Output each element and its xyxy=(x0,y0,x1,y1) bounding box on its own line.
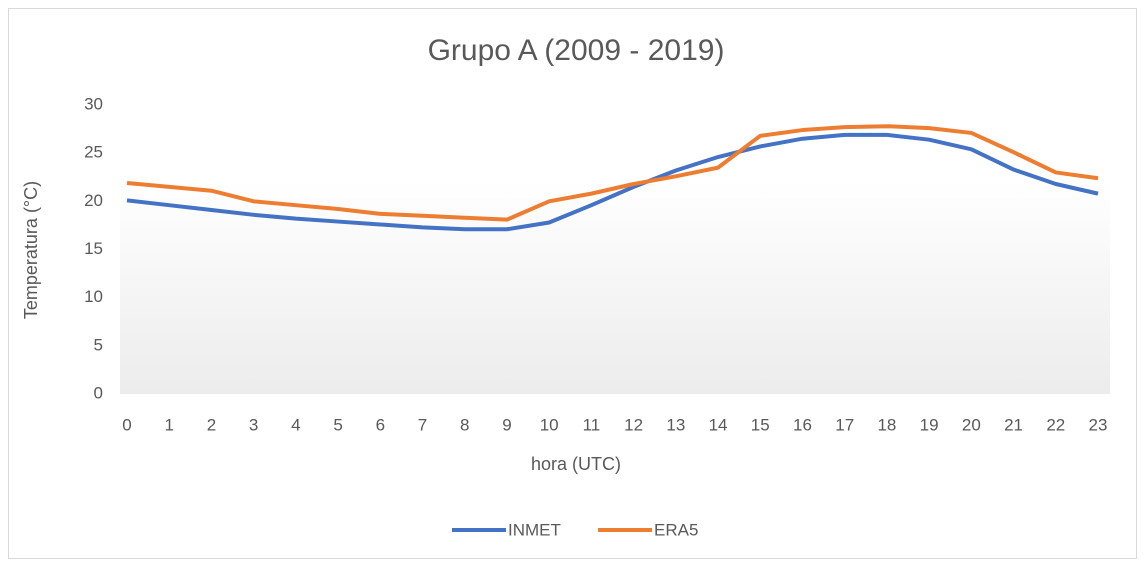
x-tick-label: 23 xyxy=(1089,415,1108,434)
x-tick-label: 7 xyxy=(418,415,427,434)
y-tick-label: 10 xyxy=(84,287,103,306)
x-tick-label: 1 xyxy=(164,415,173,434)
x-tick-label: 17 xyxy=(835,415,854,434)
x-tick-label: 21 xyxy=(1004,415,1023,434)
x-tick-label: 5 xyxy=(333,415,342,434)
x-tick-label: 14 xyxy=(709,415,728,434)
x-axis-label: hora (UTC) xyxy=(531,454,621,474)
y-axis-label: Temperatura (°C) xyxy=(21,181,41,319)
x-tick-label: 10 xyxy=(540,415,559,434)
y-tick-label: 25 xyxy=(84,143,103,162)
x-tick-label: 9 xyxy=(502,415,511,434)
x-tick-label: 15 xyxy=(751,415,770,434)
y-tick-label: 20 xyxy=(84,191,103,210)
x-tick-label: 22 xyxy=(1046,415,1065,434)
line-series xyxy=(126,124,1099,222)
x-tick-label: 13 xyxy=(666,415,685,434)
x-tick-label: 12 xyxy=(624,415,643,434)
x-tick-label: 11 xyxy=(583,415,601,434)
x-tick-label: 18 xyxy=(877,415,896,434)
x-tick-label: 20 xyxy=(962,415,981,434)
y-tick-label: 0 xyxy=(94,383,103,402)
x-tick-label: 0 xyxy=(122,415,131,434)
legend-label: ERA5 xyxy=(654,520,698,539)
x-tick-label: 2 xyxy=(207,415,216,434)
y-tick-label: 15 xyxy=(84,239,103,258)
x-tick-label: 8 xyxy=(460,415,469,434)
chart-title: Grupo A (2009 - 2019) xyxy=(428,34,725,67)
line-series xyxy=(126,132,1099,232)
x-tick-label: 19 xyxy=(920,415,939,434)
legend-label: INMET xyxy=(508,520,561,539)
x-tick-label: 16 xyxy=(793,415,812,434)
x-tick-label: 4 xyxy=(291,415,300,434)
y-tick-label: 5 xyxy=(94,335,103,354)
x-tick-label: 3 xyxy=(249,415,258,434)
x-tick-label: 6 xyxy=(376,415,385,434)
plot-background xyxy=(120,180,1110,394)
y-tick-label: 30 xyxy=(84,94,103,113)
